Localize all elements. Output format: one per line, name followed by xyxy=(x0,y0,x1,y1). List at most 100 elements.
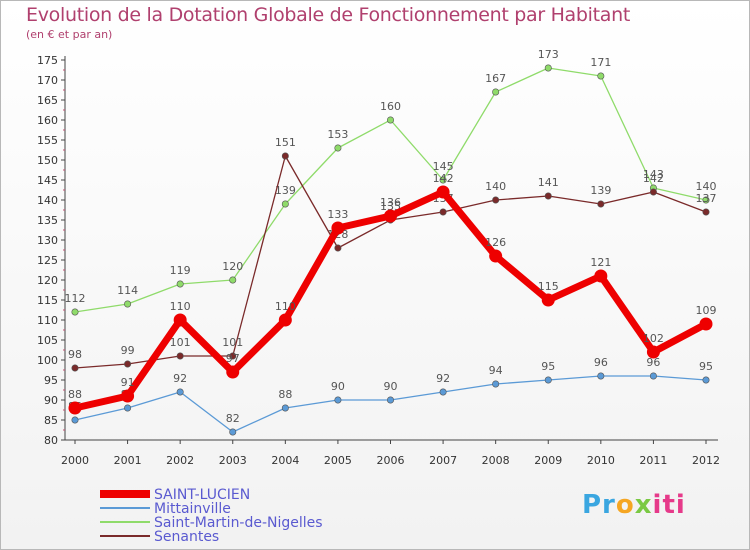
x-tick-label: 2007 xyxy=(429,454,457,467)
data-label: 141 xyxy=(538,176,559,189)
data-label: 139 xyxy=(590,184,611,197)
data-point xyxy=(439,388,447,396)
data-label: 92 xyxy=(436,372,450,385)
data-label: 136 xyxy=(380,196,401,209)
data-point xyxy=(334,244,342,252)
y-tick-label: 120 xyxy=(37,274,58,287)
data-point xyxy=(281,152,289,160)
data-point xyxy=(439,208,447,216)
data-label: 88 xyxy=(68,388,82,401)
y-tick-label: 165 xyxy=(37,94,58,107)
data-point xyxy=(229,276,237,284)
y-tick-label: 140 xyxy=(37,194,58,207)
data-label: 135 xyxy=(380,200,401,213)
data-point xyxy=(439,176,447,184)
data-point xyxy=(124,404,132,412)
data-point xyxy=(384,209,397,223)
data-label: 101 xyxy=(170,336,191,349)
axes: 80 85 90 95 100 105 110 115 120 125 130 135 140 145 15… xyxy=(37,54,720,467)
y-tick-label: 125 xyxy=(37,254,58,267)
y-tick-label: 105 xyxy=(37,334,58,347)
y-tick-label: 135 xyxy=(37,214,58,227)
data-point xyxy=(334,396,342,404)
data-point xyxy=(124,360,132,368)
series-saint-lucien: 88 91 110 97 110 133 136 142 126 115 121 102 109 xyxy=(68,172,717,415)
data-label: 140 xyxy=(485,180,506,193)
data-label: 173 xyxy=(538,48,559,61)
data-point xyxy=(702,208,710,216)
data-label: 98 xyxy=(68,348,82,361)
data-label: 142 xyxy=(433,172,454,185)
data-label: 142 xyxy=(643,172,664,185)
legend: SAINT-LUCIENMittainvilleSaint-Martin-de-… xyxy=(100,487,323,545)
y-tick-label: 80 xyxy=(44,434,58,447)
y-tick-label: 160 xyxy=(37,114,58,127)
data-point xyxy=(597,200,605,208)
data-point xyxy=(492,380,500,388)
x-tick-label: 2005 xyxy=(324,454,352,467)
data-point xyxy=(544,64,552,72)
data-point xyxy=(649,188,657,196)
y-tick-label: 85 xyxy=(44,414,58,427)
x-tick-label: 2011 xyxy=(639,454,667,467)
data-label: 167 xyxy=(485,72,506,85)
y-tick-label: 155 xyxy=(37,134,58,147)
data-label: 90 xyxy=(384,380,398,393)
data-label: 151 xyxy=(275,136,296,149)
data-label: 133 xyxy=(327,208,348,221)
data-point xyxy=(278,313,292,327)
x-tick-label: 2010 xyxy=(587,454,615,467)
data-label: 114 xyxy=(117,284,138,297)
y-tick-label: 95 xyxy=(44,374,58,387)
data-label: 137 xyxy=(696,192,717,205)
x-tick-label: 2001 xyxy=(114,454,142,467)
data-label: 171 xyxy=(590,56,611,69)
data-point xyxy=(229,428,237,436)
y-tick-label: 100 xyxy=(37,354,58,367)
x-tick-label: 2003 xyxy=(219,454,247,467)
data-label: 92 xyxy=(173,372,187,385)
data-label: 91 xyxy=(121,376,135,389)
data-point xyxy=(699,317,713,331)
data-point xyxy=(649,372,657,380)
data-point xyxy=(281,200,289,208)
data-label: 139 xyxy=(275,184,296,197)
data-point xyxy=(176,388,184,396)
y-tick-label: 150 xyxy=(37,154,58,167)
proxiti-logo: Proxiti xyxy=(582,490,686,520)
data-point xyxy=(544,376,552,384)
data-point xyxy=(702,376,710,384)
data-point xyxy=(489,249,503,263)
data-point xyxy=(386,116,394,124)
x-tick-label: 2000 xyxy=(61,454,89,467)
data-label: 119 xyxy=(170,264,191,277)
data-label: 143 xyxy=(643,168,664,181)
data-point xyxy=(176,280,184,288)
data-point xyxy=(492,88,500,96)
data-label: 102 xyxy=(643,332,664,345)
logo-part-1: Pr xyxy=(582,490,616,520)
data-label: 95 xyxy=(699,360,713,373)
data-point xyxy=(436,185,450,199)
data-label: 126 xyxy=(485,236,506,249)
chart-subtitle: (en € et par an) xyxy=(26,28,113,41)
legend-label: Saint-Martin-de-Nigelles xyxy=(154,515,323,531)
data-label: 90 xyxy=(331,380,345,393)
data-point xyxy=(334,144,342,152)
data-label: 110 xyxy=(170,300,191,313)
data-label: 88 xyxy=(278,388,292,401)
logo-part-3: x xyxy=(634,490,653,520)
logo-part-2: o xyxy=(615,490,635,520)
data-label: 109 xyxy=(696,304,717,317)
series-saint-martin-de-nigelles: 112 114 119 120 139 153 160 145 167 173 171 143 140 xyxy=(65,48,717,316)
data-point xyxy=(124,300,132,308)
data-label: 121 xyxy=(590,256,611,269)
data-point xyxy=(544,192,552,200)
data-point xyxy=(281,404,289,412)
data-label: 99 xyxy=(121,344,135,357)
legend-label: Senantes xyxy=(154,529,219,545)
y-tick-label: 90 xyxy=(44,394,58,407)
data-point xyxy=(121,389,135,403)
logo-part-4: iti xyxy=(652,490,686,520)
